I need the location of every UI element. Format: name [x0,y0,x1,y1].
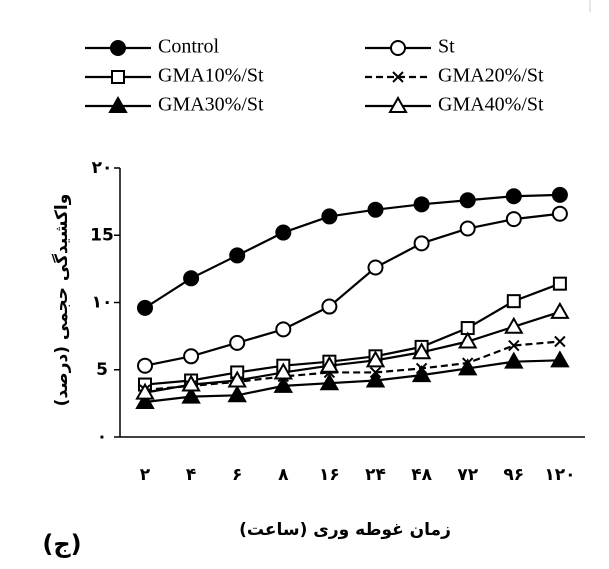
marker [137,357,153,374]
x-tick-label: ۱۲۰ [544,465,575,485]
x-tick-label: ۲ [140,465,151,485]
panel-label: (ج) [42,530,81,558]
series-line [144,340,560,392]
marker [137,299,153,316]
y-tick-label: ۰ [97,427,107,447]
marker [508,339,520,352]
marker [388,95,408,113]
legend-label: GMA20%/St [438,65,544,87]
legend-label: St [438,36,455,58]
x-tick-label: ۴ [186,465,196,485]
x-tick-label: ۷۲ [457,465,478,485]
marker [367,201,384,218]
marker [321,298,338,315]
marker [390,40,406,56]
marker [411,342,432,360]
y-tick-label: 15 [90,225,114,245]
marker [411,365,432,383]
series [135,301,570,400]
marker [319,355,340,373]
marker [135,382,155,400]
marker [110,40,126,56]
marker [392,71,404,83]
series [139,335,566,396]
marker [135,392,155,410]
marker [273,375,294,393]
series-line [144,193,560,309]
marker [183,270,200,287]
x-tick-label: ۶ [232,465,242,485]
x-tick-label: ۹۶ [503,465,524,485]
marker [413,196,430,213]
marker [275,321,292,338]
legend-label: GMA10%/St [158,65,264,87]
x-tick-label: ۱۶ [319,465,340,485]
marker [552,276,567,291]
marker [459,192,476,209]
marker [459,220,476,237]
marker [229,247,246,264]
series-line [144,310,561,394]
series [137,186,568,316]
marker [550,301,570,319]
legend-label: Control [158,36,220,58]
y-tick-label: 5 [96,360,108,380]
legend-label: GMA30%/St [158,94,264,116]
marker [183,348,200,365]
series-line [144,359,560,404]
marker [227,370,247,388]
marker [365,350,386,368]
marker [551,205,568,222]
marker [504,316,524,334]
marker [275,224,292,241]
marker [367,259,384,276]
y-tick-label: ۲۰ [92,158,113,178]
series [138,276,567,392]
marker [505,211,522,228]
marker [554,335,566,348]
y-tick-label: ۱۰ [92,293,113,313]
marker [181,374,201,392]
x-tick-label: ۲۴ [365,465,386,485]
series-line [144,282,561,386]
marker [551,186,568,203]
marker [111,70,125,84]
marker [457,331,478,349]
marker [457,358,478,376]
marker [319,373,340,391]
legend-label: GMA40%/St [438,94,544,116]
x-tick-label: ۴۸ [411,465,432,485]
marker [413,235,430,252]
marker [321,208,338,225]
series [135,350,570,410]
marker [504,351,524,369]
series [137,205,568,374]
marker [505,188,522,205]
marker [273,362,294,380]
y-axis-label: واکشیدگی حجمی (درصد) [51,194,72,407]
marker [181,386,201,404]
marker [365,370,386,388]
series-line [144,212,561,367]
x-tick-label: ۸ [278,465,289,485]
marker [506,294,521,309]
x-axis-label: زمان غوطه وری (ساعت) [239,520,451,540]
marker [108,95,128,113]
marker [550,350,570,368]
marker [229,334,246,351]
marker [227,385,247,403]
